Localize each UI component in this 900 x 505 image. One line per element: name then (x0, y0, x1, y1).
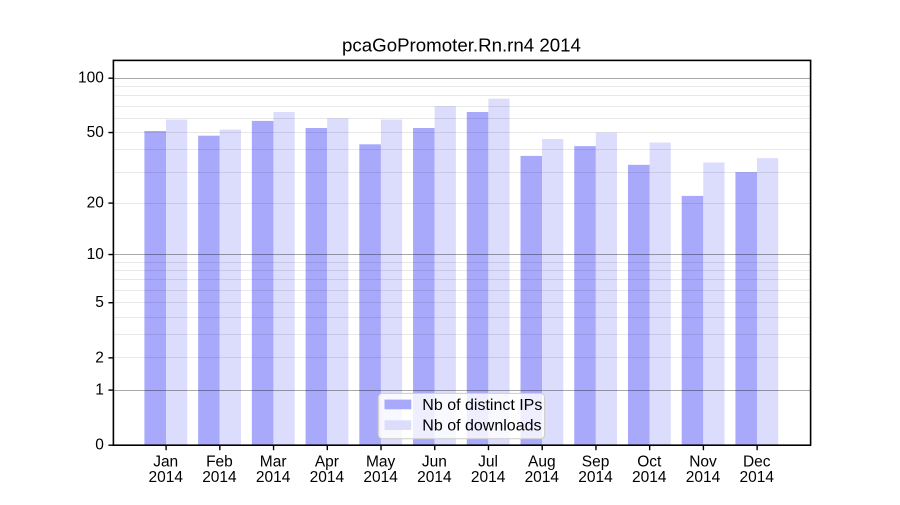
svg-text:2014: 2014 (202, 469, 237, 486)
svg-text:2014: 2014 (578, 469, 613, 486)
svg-text:Nb of distinct IPs: Nb of distinct IPs (422, 397, 542, 414)
svg-text:Jun: Jun (422, 454, 447, 471)
svg-text:Apr: Apr (315, 454, 339, 471)
svg-text:Nov: Nov (689, 454, 717, 471)
svg-text:Jul: Jul (478, 454, 498, 471)
svg-text:Mar: Mar (260, 454, 287, 471)
svg-text:2014: 2014 (310, 469, 345, 486)
svg-text:pcaGoPromoter.Rn.rn4 2014: pcaGoPromoter.Rn.rn4 2014 (342, 35, 581, 56)
svg-text:Dec: Dec (743, 454, 771, 471)
svg-text:2: 2 (95, 349, 104, 366)
svg-text:2014: 2014 (686, 469, 721, 486)
svg-text:Oct: Oct (637, 454, 662, 471)
svg-text:2014: 2014 (256, 469, 291, 486)
svg-text:2014: 2014 (148, 469, 183, 486)
svg-text:5: 5 (95, 294, 104, 311)
svg-text:100: 100 (78, 70, 104, 87)
svg-text:Sep: Sep (582, 454, 610, 471)
svg-text:50: 50 (87, 124, 105, 141)
svg-text:1: 1 (95, 382, 104, 399)
svg-text:2014: 2014 (471, 469, 506, 486)
svg-text:Feb: Feb (206, 454, 233, 471)
svg-text:2014: 2014 (363, 469, 398, 486)
svg-text:2014: 2014 (632, 469, 667, 486)
svg-text:2014: 2014 (525, 469, 560, 486)
svg-text:0: 0 (95, 437, 104, 454)
svg-text:10: 10 (87, 246, 105, 263)
svg-text:May: May (366, 454, 396, 471)
svg-text:Nb of downloads: Nb of downloads (422, 418, 541, 435)
svg-text:Jan: Jan (153, 454, 178, 471)
svg-text:Aug: Aug (528, 454, 556, 471)
svg-text:2014: 2014 (739, 469, 774, 486)
svg-text:20: 20 (87, 195, 105, 212)
svg-text:2014: 2014 (417, 469, 452, 486)
